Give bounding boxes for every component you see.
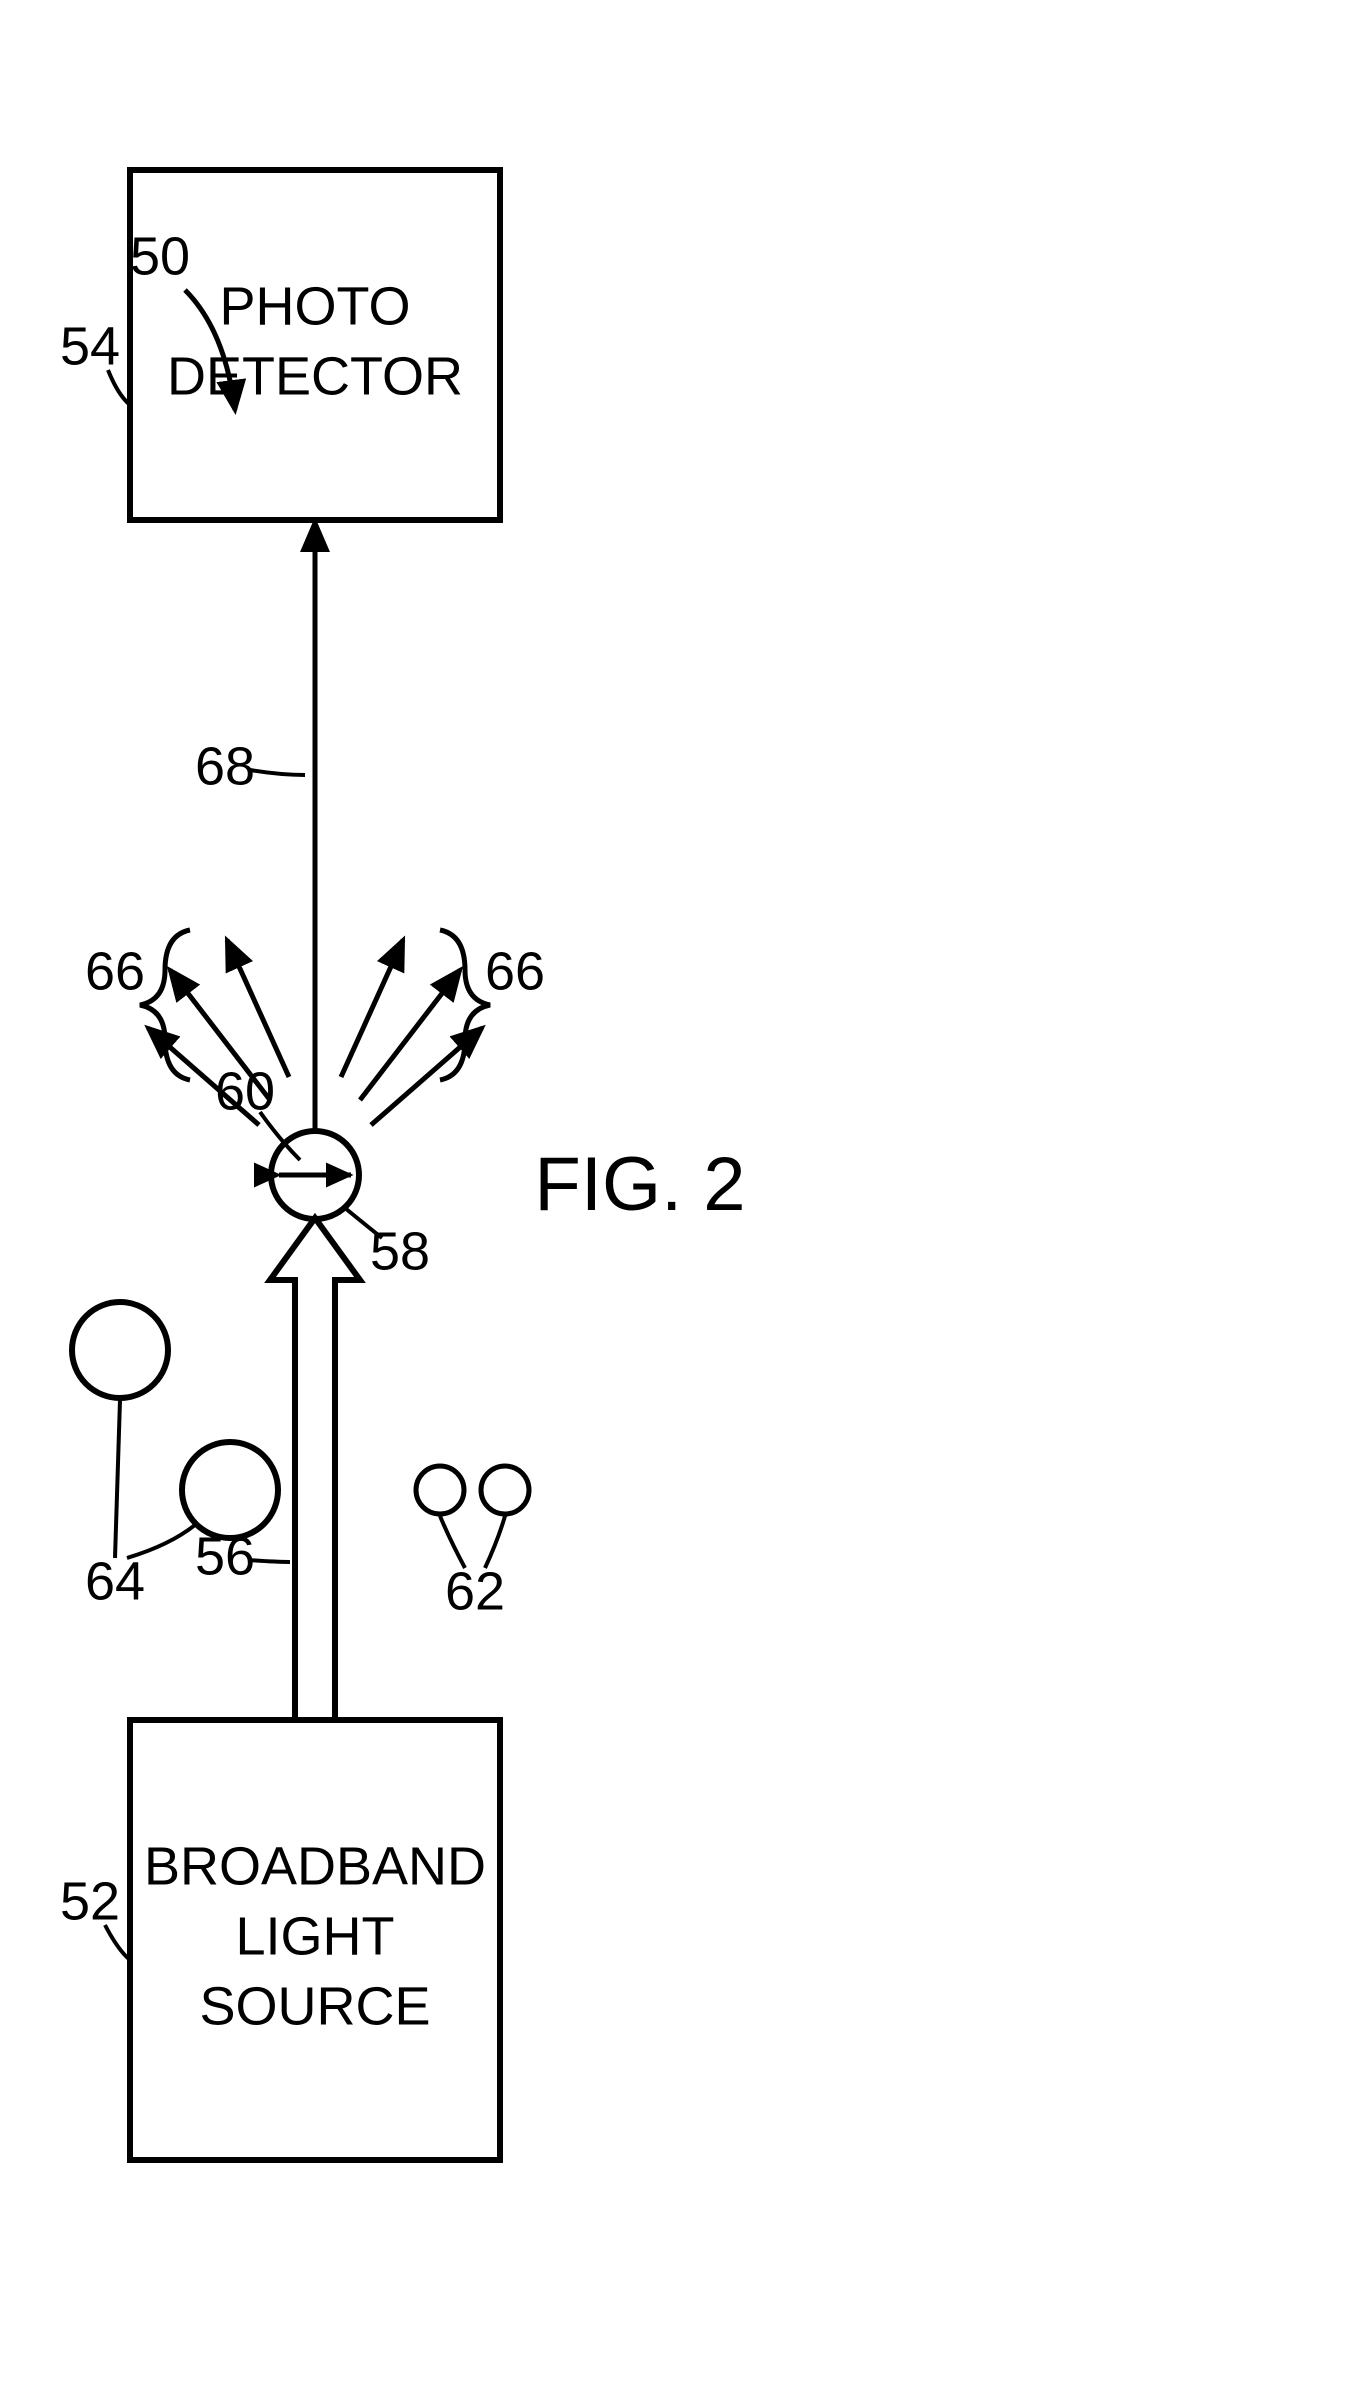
label-54: 54 [60,316,120,376]
broad-arrow [270,1218,360,1720]
larger-particles [72,1302,278,1538]
large-particle [72,1302,168,1398]
label-64: 64 [85,1551,145,1611]
leader-68 [250,770,305,775]
photo-detector-line1: PHOTO [219,276,410,336]
source-line3: SOURCE [199,1976,430,2036]
label-58: 58 [370,1221,430,1281]
small-particle [481,1466,529,1514]
brace-66-right: 66 [440,930,545,1080]
label-50: 50 [130,226,190,286]
source-line2: LIGHT [235,1906,394,1966]
leader-64b [127,1525,195,1558]
source-line1: BROADBAND [144,1836,486,1896]
brace-66-left: 66 [85,930,190,1080]
photo-detector-box [130,170,500,520]
label-66a: 66 [85,941,145,1001]
photo-detector: PHOTO DETECTOR [130,170,500,520]
figure-title: FIG. 2 [534,1142,745,1227]
label-68: 68 [195,736,255,796]
label-52: 52 [60,1871,120,1931]
leader-62a [440,1516,465,1568]
broadband-light-source: BROADBAND LIGHT SOURCE [130,1720,500,2160]
small-particle [416,1466,464,1514]
large-particle [182,1442,278,1538]
label-60: 60 [215,1061,275,1121]
photo-detector-line2: DETECTOR [167,346,463,406]
label-66b: 66 [485,941,545,1001]
leader-62b [485,1516,505,1568]
leader-64a [115,1400,120,1558]
label-62: 62 [445,1561,505,1621]
leader-56 [248,1560,290,1562]
smaller-particles [416,1466,529,1514]
